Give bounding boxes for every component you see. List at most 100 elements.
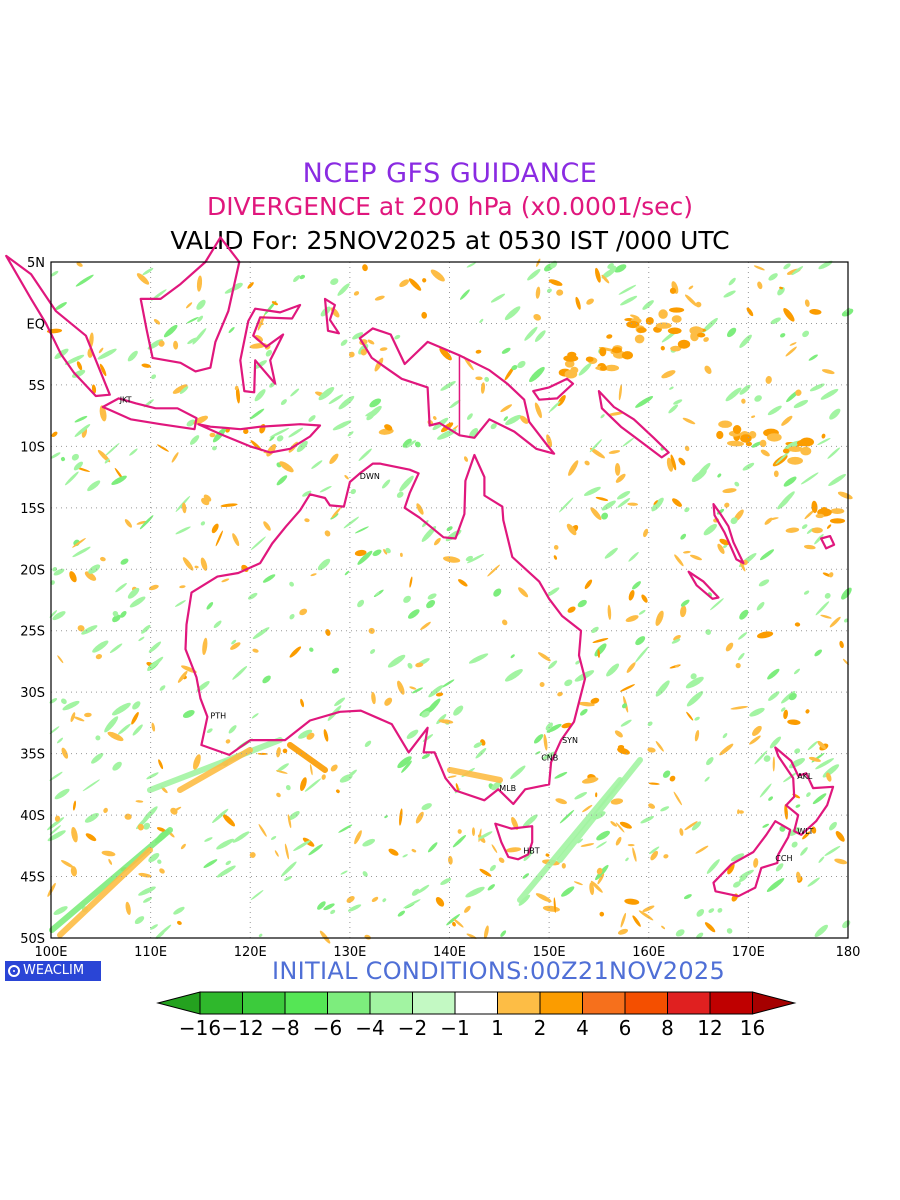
convergence-patch — [723, 290, 736, 298]
divergence-patch — [673, 634, 681, 641]
field-band — [177, 747, 253, 793]
convergence-patch — [578, 362, 592, 376]
divergence-patch — [821, 433, 826, 439]
divergence-patch — [211, 523, 219, 534]
convergence-patch — [446, 526, 453, 532]
convergence-patch — [726, 327, 737, 338]
divergence-patch — [828, 572, 834, 578]
divergence-patch — [555, 798, 567, 805]
convergence-patch — [812, 793, 827, 805]
convergence-patch — [155, 924, 172, 939]
convergence-patch — [759, 783, 772, 798]
nz-north-coast — [774, 746, 835, 836]
divergence-patch — [148, 584, 159, 591]
divergence-patch — [738, 810, 744, 814]
divergence-patch — [655, 610, 664, 626]
lat-tick-label: 5N — [27, 256, 45, 271]
divergence-patch — [553, 897, 556, 913]
colorbar-label: −2 — [398, 1016, 427, 1040]
convergence-patch — [583, 486, 601, 497]
divergence-patch — [222, 814, 236, 827]
divergence-patch — [325, 629, 331, 636]
convergence-patch — [620, 295, 638, 306]
divergence-patch — [802, 831, 811, 840]
divergence-patch — [282, 748, 288, 754]
divergence-patch — [619, 821, 632, 829]
divergence-patch — [464, 905, 471, 913]
convergence-patch — [814, 924, 828, 938]
convergence-patch — [783, 263, 791, 270]
divergence-patch — [475, 376, 483, 381]
divergence-patch — [124, 519, 132, 528]
convergence-patch — [604, 547, 618, 559]
divergence-patch — [545, 853, 550, 857]
divergence-patch — [785, 527, 800, 533]
convergence-patch — [104, 716, 119, 733]
divergence-patch — [371, 692, 376, 705]
divergence-patch — [661, 370, 676, 379]
convergence-patch — [142, 267, 154, 276]
convergence-patch — [408, 609, 420, 619]
convergence-patch — [669, 386, 674, 390]
convergence-patch — [364, 740, 372, 747]
divergence-patch — [695, 301, 702, 308]
lat-tick-label: 40S — [20, 809, 45, 824]
convergence-patch — [501, 347, 511, 354]
divergence-patch — [257, 314, 265, 331]
colorbar-label: −16 — [179, 1016, 221, 1040]
divergence-patch — [156, 827, 167, 833]
divergence-patch — [752, 725, 762, 736]
divergence-patch — [100, 556, 106, 562]
convergence-patch — [738, 552, 757, 568]
divergence-patch — [627, 843, 635, 847]
divergence-patch — [225, 739, 231, 744]
city-label-wlt: WLT — [797, 827, 813, 836]
divergence-patch — [783, 709, 788, 720]
convergence-patch — [554, 771, 568, 779]
divergence-patch — [182, 502, 187, 514]
convergence-patch — [651, 497, 664, 512]
divergence-patch — [615, 822, 625, 833]
divergence-patch — [399, 808, 403, 826]
chart-title: NCEP GFS GUIDANCE — [302, 158, 598, 189]
convergence-patch — [827, 447, 841, 459]
divergence-patch — [809, 309, 822, 315]
divergence-patch — [535, 893, 552, 903]
convergence-patch — [545, 722, 553, 731]
city-label-mlb: MLB — [499, 784, 516, 793]
convergence-patch — [254, 389, 266, 402]
divergence-patch — [794, 622, 801, 627]
convergence-patch — [510, 765, 526, 780]
convergence-patch — [288, 427, 304, 438]
convergence-patch — [756, 601, 765, 611]
convergence-patch — [91, 752, 104, 764]
divergence-patch — [502, 619, 508, 626]
convergence-patch — [820, 388, 839, 400]
convergence-patch — [617, 490, 631, 500]
divergence-patch — [138, 872, 152, 878]
divergence-patch — [362, 264, 368, 272]
colorbar-label: −6 — [313, 1016, 342, 1040]
convergence-patch — [61, 698, 67, 705]
divergence-patch — [618, 384, 623, 401]
convergence-patch — [422, 734, 434, 742]
convergence-patch — [344, 570, 350, 576]
lesser-sunda-coast — [197, 423, 322, 454]
chart-subtitle: DIVERGENCE at 200 hPa (x0.0001/sec) — [206, 192, 694, 221]
divergence-patch — [647, 747, 656, 753]
divergence-patch — [57, 655, 64, 664]
lat-tick-label: 45S — [20, 871, 45, 886]
divergence-patch — [686, 711, 694, 721]
convergence-patch — [62, 700, 80, 711]
convergence-patch — [173, 906, 185, 915]
field-band — [557, 757, 643, 863]
divergence-patch — [471, 827, 476, 836]
convergence-patch — [417, 884, 430, 894]
convergence-patch — [328, 394, 344, 405]
convergence-patch — [49, 698, 58, 704]
divergence-patch — [800, 446, 812, 456]
new-caledonia-coast — [687, 570, 720, 600]
convergence-patch — [777, 287, 785, 296]
convergence-patch — [758, 579, 770, 587]
convergence-patch — [203, 859, 218, 868]
